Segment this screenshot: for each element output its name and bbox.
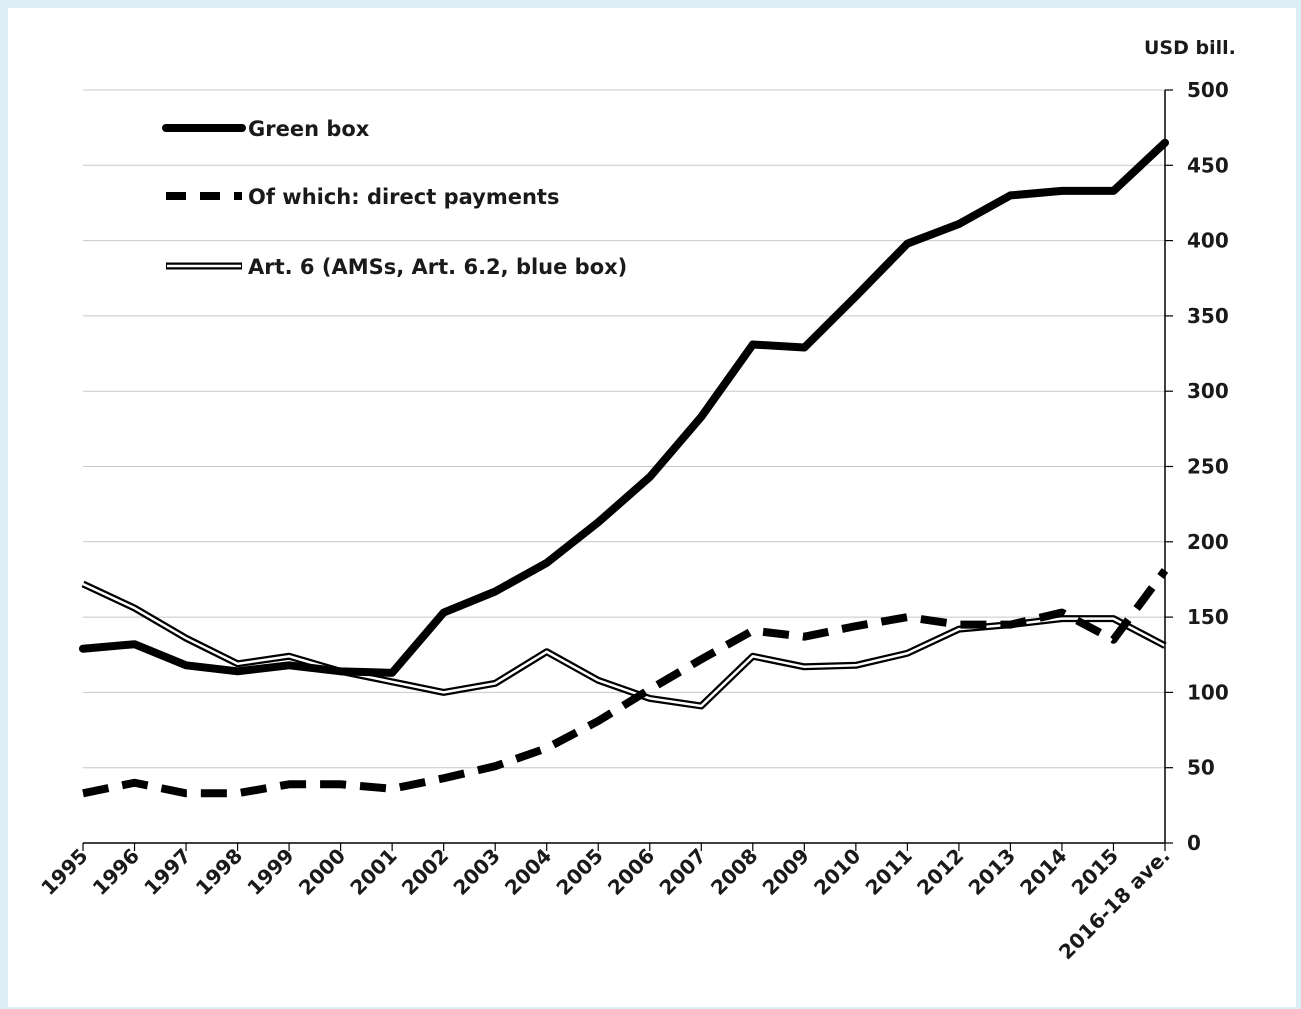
x-tick-label: 2001 [345, 844, 401, 900]
y-tick-label: 150 [1187, 605, 1229, 629]
y-tick-label: 200 [1187, 530, 1229, 554]
y-tick-label: 100 [1187, 680, 1229, 704]
x-tick-label: 1997 [139, 844, 195, 900]
series-line-green-box [79, 138, 1169, 677]
legend-label: Green box [248, 117, 370, 141]
y-tick-label: 0 [1187, 831, 1201, 855]
y-axis-unit-label: USD bill. [1144, 37, 1236, 59]
line-chart: 0501001502002503003504004505001995199619… [36, 37, 1236, 964]
y-tick-label: 250 [1187, 455, 1229, 479]
x-tick-label: 2013 [964, 844, 1020, 900]
x-tick-label: 2007 [654, 844, 710, 900]
x-tick-label: 1995 [36, 844, 92, 900]
y-tick-label: 450 [1187, 153, 1229, 177]
x-tick-label: 1996 [88, 844, 144, 900]
y-tick-label: 400 [1187, 229, 1229, 253]
x-tick-label: 2010 [809, 844, 865, 900]
x-tick-label: 2003 [448, 844, 504, 900]
chart-frame: 0 50 100 150 200 250 300 350 400 450 500 1995 1996 19… [8, 8, 1296, 1007]
x-tick-label: 2004 [500, 844, 556, 900]
x-tick-label: 1998 [191, 844, 247, 900]
series-lines [79, 138, 1169, 798]
x-tick-label: 2009 [758, 844, 814, 900]
legend-label: Of which: direct payments [248, 185, 559, 209]
y-tick-label: 50 [1187, 756, 1215, 780]
y-tick-label: 300 [1187, 379, 1229, 403]
legend: Green box Of which: direct payments Art. 6… [162, 117, 627, 279]
series-line-art6-outer [81, 580, 1167, 710]
x-tick-label: 2005 [551, 844, 607, 900]
gridlines [83, 89, 1165, 769]
x-tick-label: 2011 [861, 844, 917, 900]
axes: 0501001502002503003504004505001995199619… [36, 78, 1229, 964]
series-line-direct-payments [82, 568, 1169, 798]
x-tick-label: 2006 [603, 844, 659, 900]
x-tick-label: 2014 [1015, 844, 1071, 900]
y-tick-label: 350 [1187, 304, 1229, 328]
x-tick-label: 2012 [912, 844, 968, 900]
x-tick-label: 2000 [294, 844, 350, 900]
x-tick-label: 1999 [242, 844, 298, 900]
x-tick-label: 2002 [397, 844, 453, 900]
legend-label: Art. 6 (AMSs, Art. 6.2, blue box) [248, 255, 627, 279]
x-tick-label: 2008 [706, 844, 762, 900]
y-tick-label: 500 [1187, 78, 1229, 102]
